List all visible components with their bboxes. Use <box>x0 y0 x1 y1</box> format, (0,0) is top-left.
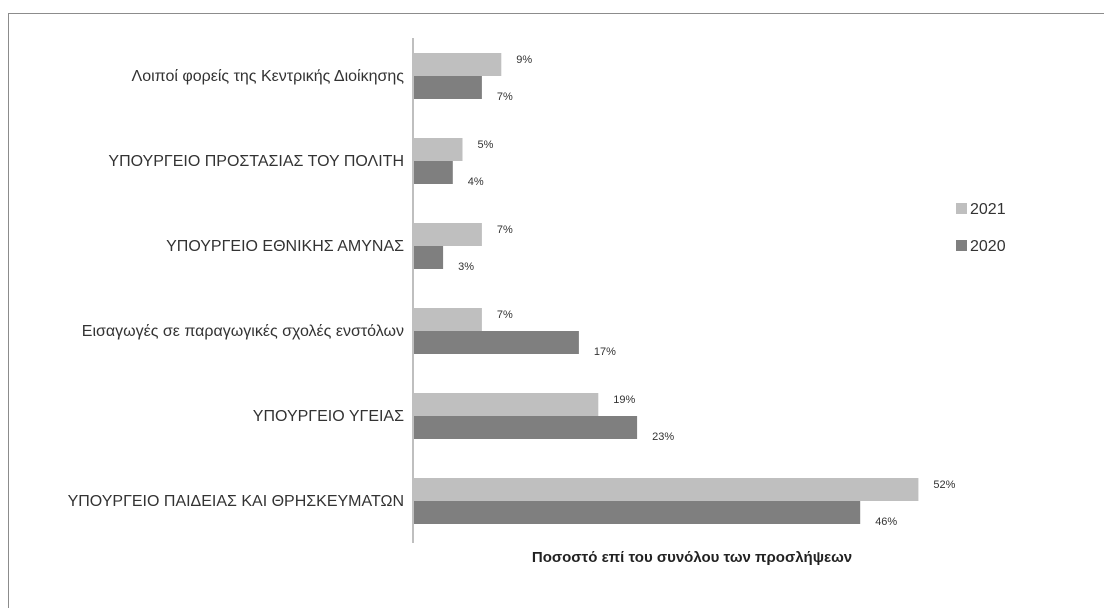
category-label: Λοιποί φορείς της Κεντρικής Διοίκησης <box>132 68 405 85</box>
data-label-2020: 23% <box>652 431 674 443</box>
legend-label-2020: 2020 <box>970 238 1006 255</box>
x-axis-title: Ποσοστό επί του συνόλου των προσλήψεων <box>532 549 852 566</box>
bar-2020 <box>414 161 453 184</box>
data-label-2020: 4% <box>468 176 484 188</box>
data-label-2021: 7% <box>497 309 513 321</box>
legend-label-2021: 2021 <box>970 201 1006 218</box>
data-label-2021: 9% <box>516 54 532 66</box>
chart-frame <box>8 13 1104 608</box>
bar-2021 <box>414 138 463 161</box>
bar-2020 <box>414 416 638 439</box>
category-label: Εισαγωγές σε παραγωγικές σχολές ενστόλων <box>82 323 404 340</box>
data-label-2021: 19% <box>613 394 635 406</box>
category-label: ΥΠΟΥΡΓΕΙΟ ΠΡΟΣΤΑΣΙΑΣ ΤΟΥ ΠΟΛΙΤΗ <box>108 153 404 170</box>
category-label: ΥΠΟΥΡΓΕΙΟ ΠΑΙΔΕΙΑΣ ΚΑΙ ΘΡΗΣΚΕΥΜΑΤΩΝ <box>68 493 404 510</box>
bar-2021 <box>414 308 482 331</box>
legend-swatch-2020 <box>956 240 967 251</box>
data-label-2020: 3% <box>458 261 474 273</box>
bar-2021 <box>414 223 482 246</box>
bar-2020 <box>414 331 579 354</box>
data-label-2020: 17% <box>594 346 616 358</box>
bar-2020 <box>414 501 861 524</box>
category-label: ΥΠΟΥΡΓΕΙΟ ΕΘΝΙΚΗΣ ΑΜΥΝΑΣ <box>166 238 404 255</box>
data-label-2021: 52% <box>933 479 955 491</box>
legend-swatch-2021 <box>956 203 967 214</box>
data-label-2021: 7% <box>497 224 513 236</box>
bar-2021 <box>414 53 502 76</box>
category-label: ΥΠΟΥΡΓΕΙΟ ΥΓΕΙΑΣ <box>253 408 404 425</box>
data-label-2020: 7% <box>497 91 513 103</box>
bar-2020 <box>414 246 444 269</box>
data-label-2020: 46% <box>875 516 897 528</box>
data-label-2021: 5% <box>478 139 494 151</box>
bar-2021 <box>414 393 599 416</box>
bar-2020 <box>414 76 482 99</box>
bar-2021 <box>414 478 919 501</box>
